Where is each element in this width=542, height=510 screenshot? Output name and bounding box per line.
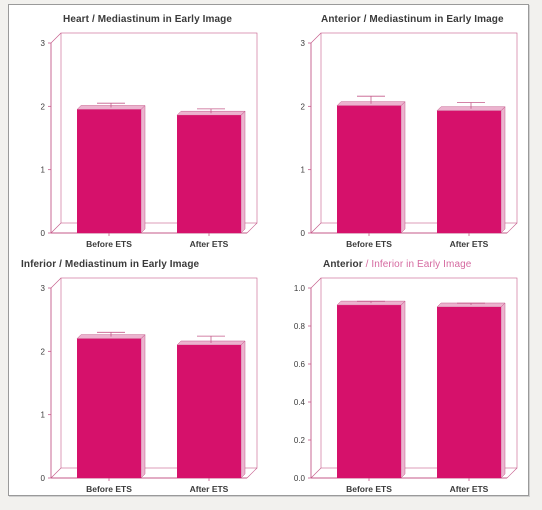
plot-depth-edge (246, 467, 258, 479)
figure: Heart / Mediastinum in Early Image 0 1 2 3 B… (8, 4, 529, 496)
y-tick-label: 1 (41, 411, 46, 420)
chart-title: Anterior / Inferior in Early Image (323, 259, 471, 270)
plot-back-frame (320, 32, 518, 224)
bar-side (240, 110, 246, 234)
y-tick-label: 2 (301, 102, 306, 111)
plot-depth-edge (50, 277, 62, 289)
plot-depth-edge (50, 32, 62, 44)
bar-side (140, 104, 146, 234)
plot-depth-edge (506, 467, 518, 479)
bar (437, 307, 501, 478)
y-tick-label: 2 (41, 347, 46, 356)
chart-panel-heart-mediastinum: Heart / Mediastinum in Early Image 0 1 2 3 B… (9, 5, 268, 250)
y-tick-label: 3 (41, 284, 46, 293)
y-tick-label: 1.0 (294, 284, 306, 293)
plot-depth-edge (310, 467, 322, 479)
x-tick-label: Before ETS (346, 484, 392, 494)
bar-side (500, 302, 506, 479)
x-tick-label: Before ETS (346, 239, 392, 249)
y-tick-label: 0.6 (294, 360, 306, 369)
chart-title: Inferior / Mediastinum in Early Image (21, 259, 200, 270)
x-tick-label: After ETS (450, 484, 489, 494)
chart-title-main: Anterior (323, 259, 363, 270)
y-tick-label: 0.8 (294, 322, 306, 331)
y-tick-label: 0.2 (294, 436, 306, 445)
chart-svg: 0.0 0.2 0.4 0.6 0.8 1.0 Before ETS After ETS (294, 277, 518, 494)
chart-svg: 0 1 2 3 Before ETS After ETS (301, 32, 518, 249)
chart-panel-inferior-mediastinum: Inferior / Mediastinum in Early Image 0 1… (9, 250, 268, 495)
bar (337, 305, 401, 478)
y-tick-label: 3 (41, 39, 46, 48)
bar (177, 345, 241, 478)
plot-depth-edge (506, 222, 518, 234)
x-tick-label: Before ETS (86, 484, 132, 494)
y-tick-label: 0 (41, 474, 46, 483)
plot-back-frame (60, 277, 258, 469)
y-tick-label: 0 (301, 229, 306, 238)
plot-depth-edge (310, 32, 322, 44)
plot-depth-edge (246, 222, 258, 234)
y-tick-label: 1 (41, 166, 46, 175)
x-tick-label: After ETS (190, 484, 229, 494)
chart-title: Heart / Mediastinum in Early Image (63, 14, 233, 25)
bar (77, 109, 141, 233)
y-tick-label: 3 (301, 39, 306, 48)
bar-side (400, 300, 406, 479)
y-tick-label: 0 (41, 229, 46, 238)
bar-side (240, 340, 246, 479)
bar-side (400, 101, 406, 234)
y-tick-label: 0.4 (294, 398, 306, 407)
plot-back-frame (60, 32, 258, 224)
y-tick-label: 2 (41, 102, 46, 111)
chart-svg: 0 1 2 3 Before ETS After ETS (41, 32, 258, 249)
chart-panel-anterior-mediastinum: Anterior / Mediastinum in Early Image 0 1… (269, 5, 528, 250)
plot-depth-edge (310, 277, 322, 289)
chart-title: Anterior / Mediastinum in Early Image (321, 14, 504, 25)
y-tick-label: 0.0 (294, 474, 306, 483)
bar (77, 338, 141, 478)
plot-depth-edge (50, 222, 62, 234)
bar-side (500, 106, 506, 234)
bar (177, 115, 241, 233)
bar (337, 105, 401, 233)
chart-panel-anterior-inferior: Anterior / Inferior in Early Image 0.0 0.… (269, 250, 528, 495)
chart-title-accent: / Inferior in Early Image (362, 259, 472, 270)
plot-depth-edge (50, 467, 62, 479)
x-tick-label: After ETS (190, 239, 229, 249)
y-tick-label: 1 (301, 166, 306, 175)
x-tick-label: Before ETS (86, 239, 132, 249)
chart-svg: 0 1 2 3 Before ETS After ETS (41, 277, 258, 494)
plot-depth-edge (310, 222, 322, 234)
bar-side (140, 334, 146, 479)
x-tick-label: After ETS (450, 239, 489, 249)
plot-back-frame (320, 277, 518, 469)
bar (437, 110, 501, 233)
